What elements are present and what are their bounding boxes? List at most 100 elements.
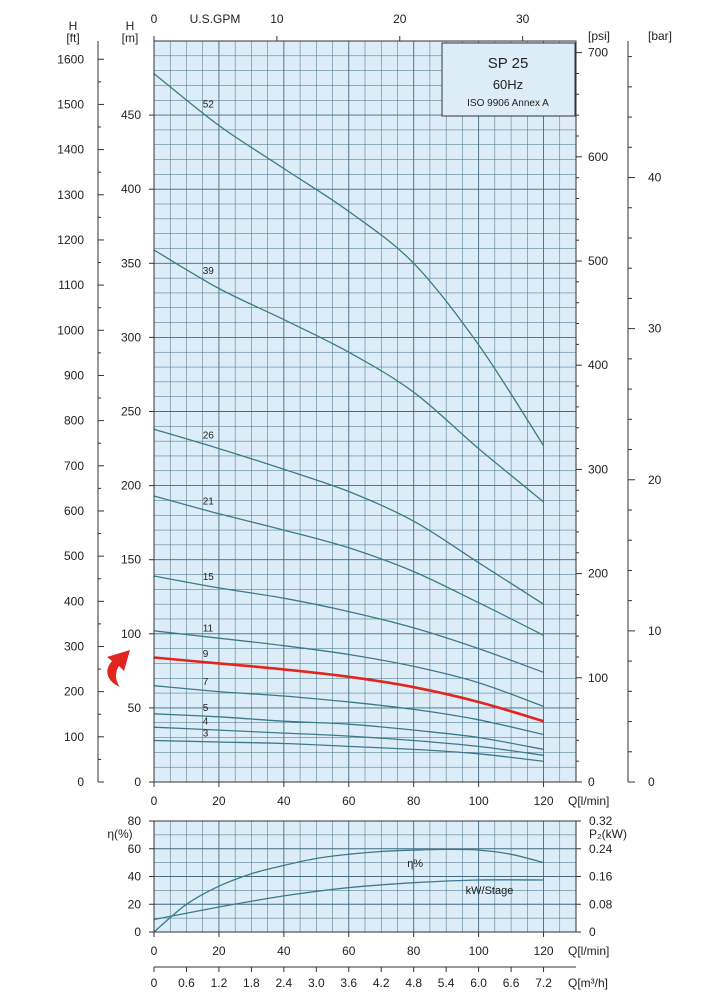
m3h-tick-label: 4.8: [405, 976, 422, 990]
bar-tick-label: 10: [648, 624, 662, 638]
psi-tick-label: 100: [588, 671, 608, 685]
lower-x-axis-label: Q[l/min]: [568, 944, 609, 958]
ft-axis-title: H: [69, 19, 78, 33]
ft-tick-label: 1600: [57, 52, 84, 66]
psi-tick-label: 0: [588, 775, 595, 789]
head-curve-label-11: 11: [203, 623, 214, 634]
ft-tick-label: 1300: [57, 188, 84, 202]
x-tick-label: 20: [212, 794, 226, 808]
head-curve-9: [153, 656, 544, 723]
head-curve-11: [153, 630, 544, 708]
efficiency-curve-label: η%: [407, 858, 423, 870]
m3h-tick-label: 6.0: [470, 976, 487, 990]
efficiency-power-curves: η% kW/Stage: [153, 848, 544, 933]
m-tick-label: 450: [121, 108, 141, 122]
gpm-tick-label: 30: [516, 12, 530, 26]
lower-x-tick-label: 20: [212, 944, 226, 958]
x-tick-label: 0: [151, 794, 158, 808]
ft-axis-unit: [ft]: [66, 31, 79, 45]
head-curve-4: [153, 726, 544, 756]
bar-axis-unit: [bar]: [648, 29, 672, 43]
ft-tick-label: 500: [64, 549, 84, 563]
psi-tick-label: 300: [588, 462, 608, 476]
x-tick-label: 100: [469, 794, 489, 808]
upper-axes: 0 20 40 60 80 100 120 Q[l/min]0 10 20 30U.S.GPM050…: [57, 12, 672, 808]
head-curve-15: [153, 575, 544, 673]
head-curve-label-4: 4: [203, 716, 209, 727]
m-tick-label: 150: [121, 553, 141, 567]
gpm-tick-label: 0: [151, 12, 158, 26]
ft-tick-label: 900: [64, 368, 84, 382]
eta-tick-label: 40: [128, 870, 142, 884]
lower-x-tick-label: 80: [407, 944, 421, 958]
p2-tick-label: 0: [589, 925, 596, 939]
gpm-axis-label: U.S.GPM: [190, 12, 241, 26]
m-tick-label: 250: [121, 405, 141, 419]
p2-tick-label: 0.08: [589, 897, 613, 911]
p2-tick-label: 0.32: [589, 814, 613, 828]
m3h-tick-label: 5.4: [438, 976, 455, 990]
head-curve-label-15: 15: [203, 572, 215, 583]
lower-x-tick-label: 60: [342, 944, 356, 958]
p2-axis-label: P₂(kW): [589, 827, 627, 841]
x-tick-label: 80: [407, 794, 421, 808]
m3h-axis-label: Q[m³/h]: [568, 976, 608, 990]
ft-tick-label: 600: [64, 504, 84, 518]
ft-tick-label: 1200: [57, 233, 84, 247]
bar-tick-label: 30: [648, 322, 662, 336]
head-curve-26: [153, 428, 544, 605]
psi-tick-label: 600: [588, 150, 608, 164]
ft-tick-label: 1500: [57, 97, 84, 111]
psi-tick-label: 700: [588, 46, 608, 60]
m3h-tick-label: 0: [151, 976, 158, 990]
efficiency-curve: [153, 848, 544, 933]
x-tick-label: 60: [342, 794, 356, 808]
bar-tick-label: 0: [648, 775, 655, 789]
gpm-tick-label: 10: [270, 12, 284, 26]
head-curve-7: [153, 685, 544, 736]
x-axis-label: Q[l/min]: [568, 794, 609, 808]
head-curve-label-9: 9: [203, 649, 209, 660]
psi-tick-label: 200: [588, 567, 608, 581]
eta-tick-label: 20: [128, 897, 142, 911]
lower-x-tick-label: 40: [277, 944, 291, 958]
bar-tick-label: 40: [648, 171, 662, 185]
m-tick-label: 350: [121, 256, 141, 270]
psi-axis-unit: [psi]: [588, 29, 610, 43]
x-tick-label: 40: [277, 794, 291, 808]
eta-tick-label: 0: [134, 925, 141, 939]
m-tick-label: 400: [121, 182, 141, 196]
ft-tick-label: 800: [64, 414, 84, 428]
head-curve-21: [153, 495, 544, 636]
m3h-tick-label: 4.2: [373, 976, 390, 990]
power-curve-label: kW/Stage: [466, 885, 514, 897]
m3h-tick-label: 0.6: [178, 976, 195, 990]
head-curve-label-39: 39: [203, 266, 215, 277]
title-box-frame: [441, 42, 576, 117]
m-tick-label: 50: [128, 701, 142, 715]
m3h-tick-label: 1.8: [243, 976, 260, 990]
lower-x-tick-label: 0: [151, 944, 158, 958]
m3h-tick-label: 7.2: [535, 976, 552, 990]
eta-tick-label: 80: [128, 814, 142, 828]
head-curve-5: [153, 713, 544, 751]
m-tick-label: 200: [121, 479, 141, 493]
m-axis-unit: [m]: [122, 31, 139, 45]
m3h-tick-label: 6.6: [503, 976, 520, 990]
highlight-arrow-icon: [107, 650, 130, 687]
psi-tick-label: 400: [588, 358, 608, 372]
power-curve: [153, 879, 544, 921]
ft-tick-label: 200: [64, 685, 84, 699]
m3h-tick-label: 2.4: [276, 976, 293, 990]
m-tick-label: 100: [121, 627, 141, 641]
m-tick-label: 300: [121, 330, 141, 344]
gpm-tick-label: 20: [393, 12, 407, 26]
bar-tick-label: 20: [648, 473, 662, 487]
ft-tick-label: 1100: [58, 278, 84, 292]
ft-tick-label: 0: [77, 775, 84, 789]
head-curve-label-3: 3: [203, 729, 209, 740]
head-curve-label-52: 52: [203, 100, 215, 111]
ft-tick-label: 300: [64, 639, 84, 653]
